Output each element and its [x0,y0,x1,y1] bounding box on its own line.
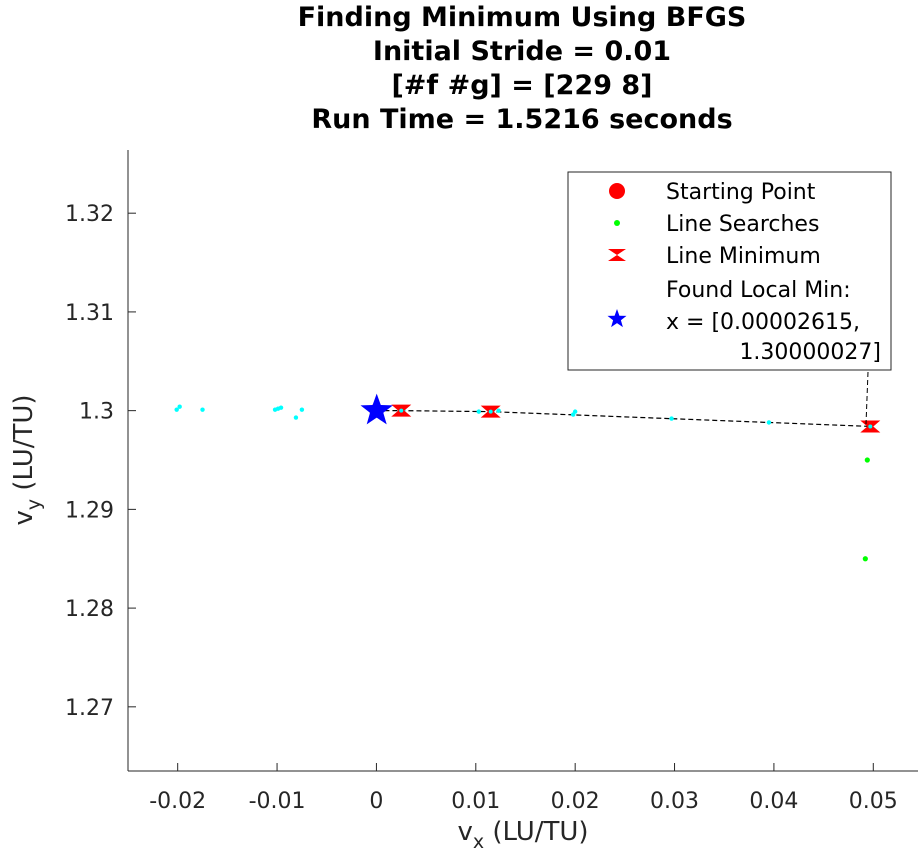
line-search-point [862,556,868,562]
line-minimum-point [391,404,412,417]
eval-point [278,405,284,410]
legend-label-starting-point: Starting Point [666,180,816,205]
legend-label-line-minimum: Line Minimum [666,244,821,269]
x-tick-label: 0 [369,789,383,814]
legend-label-line-searches: Line Searches [666,212,819,237]
title-line-3: [#f #g] = [229 8] [391,70,652,101]
x-tick-label: 0.02 [551,789,600,814]
eval-point [177,404,182,409]
x-tick-label: -0.02 [149,789,206,814]
eval-point [496,408,501,413]
legend-entry-starting-point: Starting Point [609,180,816,205]
y-tick-label: 1.31 [65,301,114,326]
line-search-point [864,457,870,463]
eval-point [200,407,205,412]
eval-point [476,409,481,414]
y-tick-label: 1.27 [65,696,114,721]
x-tick-label: -0.01 [249,789,306,814]
legend-callout-line [865,371,869,425]
line-minimum-point [860,420,881,433]
eval-point [572,409,578,414]
legend-dot-marker [614,220,620,226]
legend: Starting Point Line Searches Line Minimu… [567,171,892,371]
x-tick-label: 0.04 [749,789,798,814]
x-axis-label: vx (LU/TU) [457,817,588,853]
legend-box [567,171,892,371]
legend-entry-line-minimum: Line Minimum [608,244,821,269]
legend-star-marker [607,309,627,328]
optimization-path [376,410,871,428]
chart-title: Finding Minimum Using BFGS Initial Strid… [298,2,747,135]
eval-point [174,407,179,412]
eval-point [766,420,772,425]
y-tick-label: 1.29 [65,498,114,523]
plot-area: -0.02 -0.01 0 0.01 0.02 0.03 0.04 0.05 1.27 1.28… [65,150,918,814]
title-line-4: Run Time = 1.5216 seconds [311,104,732,135]
eval-point [293,415,299,420]
x-tick-label: 0.03 [650,789,699,814]
y-ticks: 1.27 1.28 1.29 1.3 1.31 1.32 [65,202,136,721]
path-line [376,410,871,428]
eval-point [669,416,674,421]
title-line-1: Finding Minimum Using BFGS [298,2,747,33]
legend-label-found-local-min: Found Local Min: [666,278,851,303]
y-tick-label: 1.28 [65,597,114,622]
y-tick-label: 1.3 [79,400,114,425]
y-tick-label: 1.32 [65,202,114,227]
legend-label-found-x-line2: 1.30000027] [739,340,881,365]
eval-point [299,407,305,412]
legend-hourglass-marker [608,249,626,261]
legend-entry-line-searches: Line Searches [614,212,819,237]
found-local-min-star [360,393,393,425]
legend-label-found-x-line1: x = [0.00002615, [666,310,860,335]
y-axis-label: vy (LU/TU) [9,394,45,525]
x-tick-label: 0.05 [849,789,898,814]
x-ticks: -0.02 -0.01 0 0.01 0.02 0.03 0.04 0.05 [149,763,898,814]
title-line-2: Initial Stride = 0.01 [373,36,671,67]
legend-circle-marker [609,183,625,199]
x-tick-label: 0.01 [451,789,500,814]
data-marks [174,393,881,562]
line-minimum-point [480,405,501,418]
legend-entry-found-local-min: Found Local Min: x = [0.00002615, 1.3000… [607,278,881,365]
